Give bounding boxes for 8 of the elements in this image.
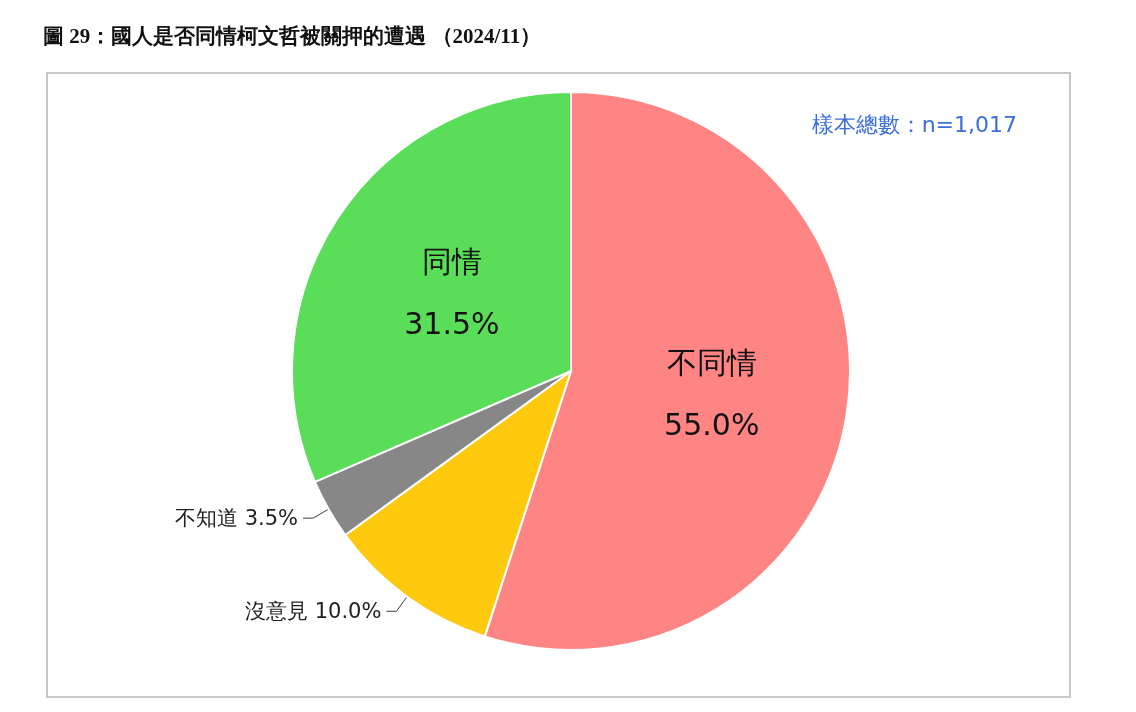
slice-label: 不知道 3.5% — [174, 506, 299, 531]
slice-label: 沒意見 10.0% — [245, 599, 382, 624]
text: 樣本總數：n=1,017 — [811, 111, 1017, 137]
data-label: 31.5% — [404, 306, 500, 342]
chart-title: 圖 29：國人是否同情柯文哲被關押的遭遇 （2024/11） — [43, 23, 542, 48]
slice-label: 不同情 — [666, 344, 757, 380]
data-label: 55.0% — [664, 406, 760, 442]
slice-label: 同情 — [421, 244, 482, 280]
